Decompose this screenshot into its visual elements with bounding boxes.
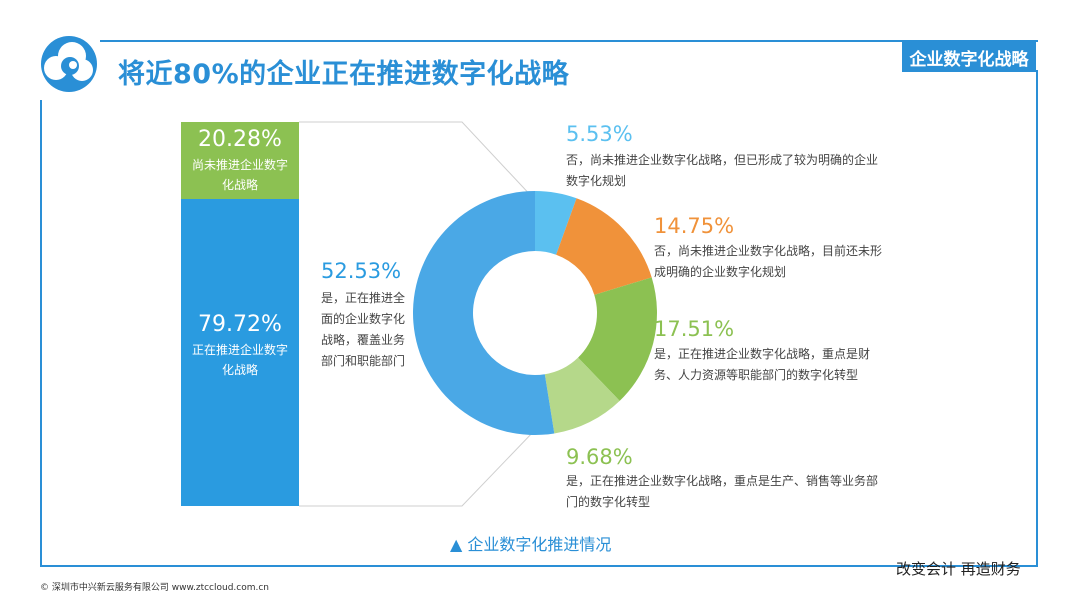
bar-top-label: 尚未推进企业数字化战略 [192, 158, 289, 192]
bar-segment-promoting [181, 199, 299, 506]
frame-right-line [1036, 70, 1038, 567]
caption-text: 企业数字化推进情况 [467, 535, 612, 554]
frame-top-line [100, 40, 1038, 42]
chart-caption: ▲ 企业数字化推进情况 [450, 531, 611, 555]
slice-3-desc: 是，正在推进企业数字化战略，重点是财务、人力资源等职能部门的数字化转型 [654, 347, 871, 382]
bar-bottom-label: 正在推进企业数字化战略 [192, 343, 289, 377]
cloud-swirl-logo-icon [41, 36, 97, 92]
slice-1-desc: 否，尚未推进企业数字化战略，但已形成了较为明确的企业数字化规划 [566, 153, 879, 188]
bar-segment-not-promoting [181, 122, 299, 199]
copyright-text: © 深圳市中兴新云服务有限公司 www.ztccloud.com.cn [40, 583, 270, 593]
slice-4-desc: 是，正在推进企业数字化战略，重点是生产、销售等业务部门的数字化转型 [566, 474, 879, 509]
donut-slice-5 [412, 191, 555, 435]
bar-bottom-pct: 79.72% [198, 312, 282, 337]
frame-left-line [40, 100, 42, 565]
category-badge: 企业数字化战略 [902, 42, 1036, 72]
slice-5-desc: 是，正在推进全面的企业数字化战略，覆盖业务部门和职能部门 [321, 291, 406, 368]
donut-slice-1 [535, 191, 577, 255]
frame-bottom-line [40, 565, 1038, 567]
slice-5-pct: 52.53% [321, 259, 402, 283]
slice-2-pct: 14.75% [654, 214, 735, 238]
donut-hole [495, 273, 575, 353]
slice-2-desc: 否，尚未推进企业数字化战略，目前还未形成明确的企业数字化规划 [654, 244, 883, 279]
slice-1-pct: 5.53% [566, 122, 633, 146]
donut-slice-4 [544, 357, 620, 434]
page-title: 将近80%的企业正在推进数字化战略 [118, 59, 570, 90]
donut-slice-2 [556, 198, 652, 295]
triangle-up-icon: ▲ [450, 535, 463, 554]
slice-4-pct: 9.68% [566, 445, 633, 469]
slice-3-pct: 17.51% [654, 317, 735, 341]
bar-top-pct: 20.28% [198, 127, 282, 152]
donut-slice-3 [578, 277, 657, 401]
donut-chart [412, 191, 657, 435]
slogan-text: 改变会计 再造财务 [896, 560, 1021, 578]
